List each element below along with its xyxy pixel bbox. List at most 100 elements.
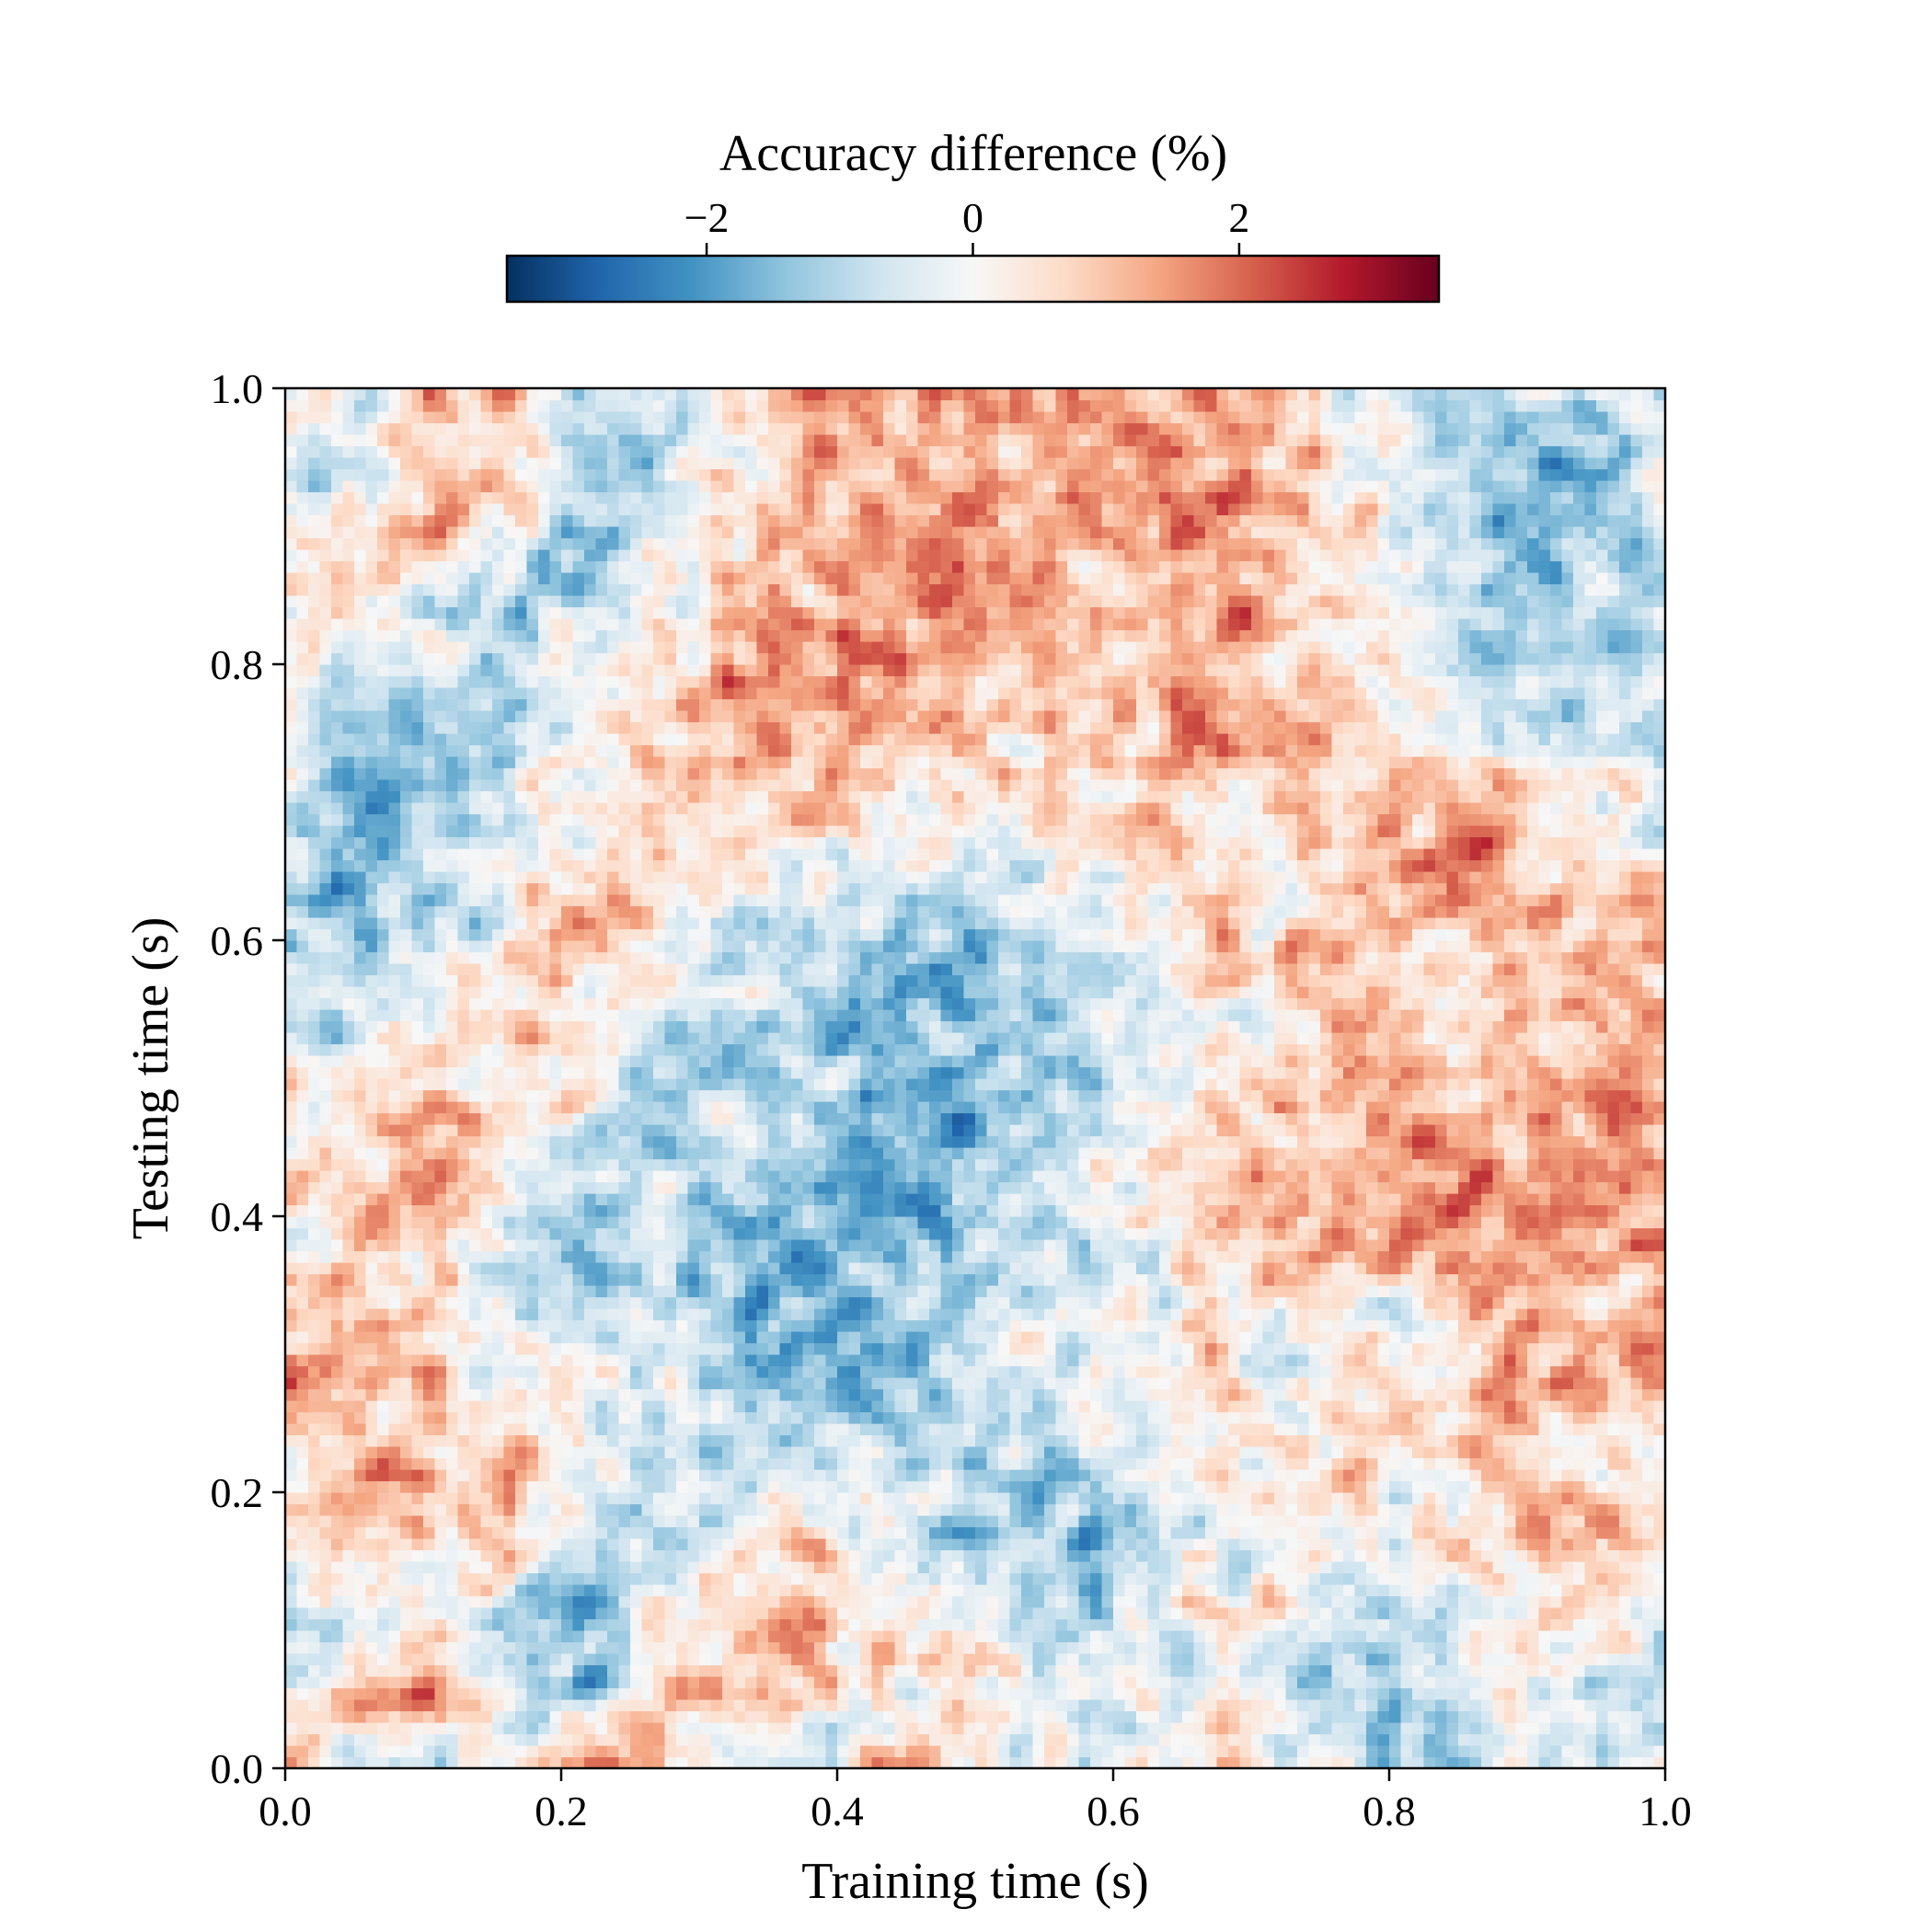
heatmap-cell xyxy=(411,1296,424,1309)
heatmap-cell xyxy=(1021,1377,1034,1390)
heatmap-cell xyxy=(342,1446,355,1459)
heatmap-cell xyxy=(848,1595,861,1608)
heatmap-cell xyxy=(1527,1641,1540,1654)
heatmap-cell xyxy=(1469,1377,1482,1390)
heatmap-cell xyxy=(1596,1480,1609,1493)
heatmap-cell xyxy=(630,1365,643,1378)
heatmap-cell xyxy=(1412,1365,1425,1378)
heatmap-cell xyxy=(1251,1584,1264,1597)
heatmap-cell xyxy=(653,1515,666,1528)
heatmap-cell xyxy=(963,1319,976,1332)
heatmap-cell xyxy=(1308,1722,1321,1735)
heatmap-cell xyxy=(342,1434,355,1447)
heatmap-cell xyxy=(1389,1423,1402,1436)
heatmap-cell xyxy=(503,1584,516,1597)
heatmap-cell xyxy=(1469,1745,1482,1758)
heatmap-cell xyxy=(1423,1664,1436,1677)
heatmap-cell xyxy=(871,1653,884,1666)
heatmap-cell xyxy=(1423,1515,1436,1528)
heatmap-cell xyxy=(561,1699,574,1712)
heatmap-cell xyxy=(503,1687,516,1700)
heatmap-cell xyxy=(756,1342,769,1355)
heatmap-cell xyxy=(664,1388,677,1401)
heatmap-cell xyxy=(503,1469,516,1482)
heatmap-cell xyxy=(572,1411,585,1424)
heatmap-cell xyxy=(1630,1653,1643,1666)
heatmap-cell xyxy=(526,1653,539,1666)
heatmap-cell xyxy=(894,1572,907,1585)
heatmap-cell xyxy=(331,1388,344,1401)
heatmap-cell xyxy=(1320,1618,1333,1631)
heatmap-cell xyxy=(906,1365,919,1378)
heatmap-cell xyxy=(1193,1641,1206,1654)
heatmap-cell xyxy=(1653,1365,1665,1378)
heatmap-cell xyxy=(285,1296,298,1309)
heatmap-cell xyxy=(664,1411,677,1424)
heatmap-cell xyxy=(952,1446,965,1459)
heatmap-cell xyxy=(469,1434,482,1447)
heatmap-cell xyxy=(1262,1687,1275,1700)
heatmap-cell xyxy=(745,1296,758,1309)
heatmap-cell xyxy=(1297,1676,1310,1689)
heatmap-cell xyxy=(1251,1296,1264,1309)
heatmap-cell xyxy=(1239,1400,1252,1413)
heatmap-cell xyxy=(1170,1400,1183,1413)
heatmap-cell xyxy=(595,1630,608,1643)
heatmap-cell xyxy=(664,1756,677,1768)
heatmap-cell xyxy=(1515,1687,1528,1700)
heatmap-cell xyxy=(1607,1733,1620,1746)
heatmap-cell xyxy=(1538,1342,1551,1355)
heatmap-cell xyxy=(1216,1733,1229,1746)
heatmap-cell xyxy=(1078,1526,1091,1539)
heatmap-cell xyxy=(722,1423,735,1436)
heatmap-cell xyxy=(917,1607,930,1620)
heatmap-cell xyxy=(331,1423,344,1436)
heatmap-cell xyxy=(365,1722,378,1735)
heatmap-cell xyxy=(1136,1515,1149,1528)
heatmap-cell xyxy=(1412,1526,1425,1539)
heatmap-cell xyxy=(1469,1676,1482,1689)
heatmap-cell xyxy=(515,1687,528,1700)
heatmap-cell xyxy=(1170,1469,1183,1482)
heatmap-cell xyxy=(1101,1388,1114,1401)
heatmap-cell xyxy=(1182,1595,1195,1608)
heatmap-cell xyxy=(1170,1515,1183,1528)
heatmap-cell xyxy=(1469,1699,1482,1712)
heatmap-cell xyxy=(1055,1595,1068,1608)
heatmap-cell xyxy=(791,1296,804,1309)
heatmap-cell xyxy=(1124,1492,1137,1505)
heatmap-cell xyxy=(308,1308,321,1321)
heatmap-cell xyxy=(1147,1492,1160,1505)
heatmap-cell xyxy=(1596,1595,1609,1608)
heatmap-cell xyxy=(1193,1492,1206,1505)
heatmap-cell xyxy=(1308,1595,1321,1608)
heatmap-cell xyxy=(1343,1641,1356,1654)
heatmap-cell xyxy=(1515,1308,1528,1321)
heatmap-cell xyxy=(1159,1653,1172,1666)
heatmap-cell xyxy=(285,1630,298,1643)
heatmap-cell xyxy=(319,1342,332,1355)
heatmap-cell xyxy=(756,1400,769,1413)
heatmap-cell xyxy=(814,1446,827,1459)
heatmap-cell xyxy=(1642,1423,1655,1436)
heatmap-cell xyxy=(1653,1469,1665,1482)
heatmap-cell xyxy=(1078,1446,1091,1459)
heatmap-cell xyxy=(572,1377,585,1390)
heatmap-cell xyxy=(929,1733,942,1746)
heatmap-cell xyxy=(1147,1503,1160,1516)
heatmap-cell xyxy=(1009,1388,1022,1401)
heatmap-cell xyxy=(664,1515,677,1528)
heatmap-cell xyxy=(1366,1503,1379,1516)
heatmap-cell xyxy=(1032,1561,1045,1574)
heatmap-cell xyxy=(1274,1492,1287,1505)
heatmap-cell xyxy=(1412,1469,1425,1482)
heatmap-cell xyxy=(768,1664,781,1677)
heatmap-cell xyxy=(1308,1377,1321,1390)
heatmap-cell xyxy=(825,1687,838,1700)
heatmap-cell xyxy=(1101,1457,1114,1470)
heatmap-cell xyxy=(802,1607,815,1620)
heatmap-cell xyxy=(1504,1561,1517,1574)
heatmap-cell xyxy=(1423,1538,1436,1551)
heatmap-cell xyxy=(457,1745,470,1758)
heatmap-cell xyxy=(894,1331,907,1344)
